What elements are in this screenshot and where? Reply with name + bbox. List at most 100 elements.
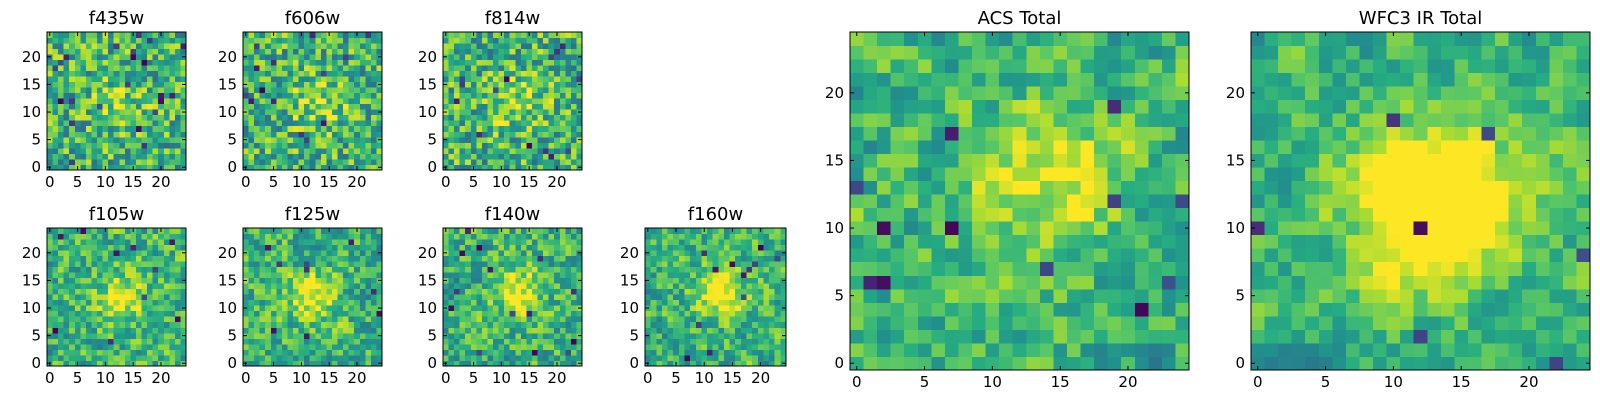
heatmap-cell (124, 305, 131, 312)
heatmap-cell (526, 244, 533, 251)
heatmap-cell (293, 65, 299, 72)
heatmap-cell (343, 98, 350, 105)
heatmap-cell (752, 360, 759, 367)
heatmap-cell (343, 114, 350, 121)
heatmap-cell (526, 70, 533, 77)
heatmap-cell (944, 153, 959, 168)
heatmap-cell (254, 43, 261, 49)
heatmap-cell (746, 244, 753, 251)
heatmap-cell (337, 92, 344, 99)
heatmap-cell (331, 283, 338, 290)
heatmap-cell (254, 109, 261, 116)
heatmap-cell (1039, 167, 1054, 182)
heatmap-cell (354, 244, 361, 251)
heatmap-cell (97, 43, 103, 49)
heatmap-cell (91, 255, 98, 262)
heatmap-cell (169, 310, 176, 317)
heatmap-cell (113, 244, 120, 251)
heatmap-cell (124, 360, 131, 367)
heatmap-cell (254, 92, 261, 99)
heatmap-cell (565, 310, 572, 317)
heatmap-cell (91, 87, 98, 94)
heatmap-cell (80, 158, 87, 165)
heatmap-cell (774, 354, 781, 361)
heatmap-cell (548, 305, 555, 312)
heatmap-cell (113, 349, 120, 356)
heatmap-cell (141, 54, 148, 60)
heatmap-cell (443, 255, 449, 262)
heatmap-cell (543, 343, 550, 350)
heatmap-cell (63, 87, 70, 94)
heatmap-cell (543, 332, 550, 339)
heatmap-cell (543, 288, 550, 295)
heatmap-cell (944, 288, 959, 303)
heatmap-cell (320, 114, 327, 121)
heatmap-cell (124, 76, 131, 83)
heatmap-cell (259, 288, 266, 295)
heatmap-cell (443, 316, 449, 323)
heatmap-cell (63, 343, 70, 350)
heatmap-cell (1039, 234, 1054, 249)
heatmap-cell (254, 114, 261, 121)
heatmap-cell (565, 349, 572, 356)
heatmap-cell (354, 321, 361, 328)
heatmap-cell (180, 299, 187, 306)
heatmap-cell (476, 54, 483, 60)
heatmap-cell (108, 360, 115, 367)
heatmap-cell (476, 354, 483, 361)
heatmap-cell (348, 98, 355, 105)
heatmap-cell (376, 294, 383, 301)
heatmap-cell (58, 261, 65, 268)
heatmap-cell (135, 65, 142, 72)
heatmap-cell (684, 277, 691, 284)
heatmap-cell (746, 294, 753, 301)
heatmap-cell (570, 125, 577, 132)
heatmap-cell (565, 92, 572, 99)
heatmap-cell (757, 294, 764, 301)
heatmap-cell (259, 349, 266, 356)
heatmap-cell (481, 228, 488, 234)
heatmap-cell (130, 299, 137, 306)
heatmap-cell (276, 98, 283, 105)
heatmap-cell (152, 349, 159, 356)
heatmap-cell (152, 120, 159, 127)
heatmap-cell (248, 327, 255, 334)
y-tick-label: 10 (418, 299, 437, 317)
heatmap-cell (270, 310, 277, 317)
heatmap-cell (287, 321, 294, 328)
heatmap-cell (85, 360, 92, 367)
heatmap-cell (476, 32, 483, 38)
heatmap-cell (69, 321, 76, 328)
heatmap-cell (465, 266, 472, 273)
heatmap-cell (526, 272, 533, 279)
heatmap-cell (554, 277, 561, 284)
heatmap-cell (169, 360, 176, 367)
heatmap-cell (735, 266, 742, 273)
heatmap-cell (331, 142, 338, 149)
heatmap-cell (370, 59, 377, 66)
heatmap-cell (331, 43, 338, 49)
heatmap-cell (515, 228, 522, 234)
heatmap-cell (565, 136, 572, 143)
heatmap-cell (559, 360, 566, 367)
heatmap-cell (69, 70, 76, 77)
heatmap-cell (370, 244, 377, 251)
heatmap-cell (119, 261, 126, 268)
heatmap-cell (476, 147, 483, 154)
heatmap-cell (52, 43, 59, 49)
heatmap-cell (163, 266, 170, 273)
heatmap-cell (723, 294, 730, 301)
heatmap-cell (102, 158, 109, 165)
heatmap-cell (548, 338, 555, 345)
heatmap-cell (276, 360, 283, 367)
heatmap-cell (537, 65, 544, 72)
heatmap-cell (130, 48, 137, 55)
heatmap-cell (543, 338, 550, 345)
heatmap-cell (735, 261, 742, 268)
heatmap-cell (673, 272, 680, 279)
heatmap-cell (265, 153, 272, 160)
heatmap-cell (354, 76, 361, 83)
heatmap-cell (254, 321, 261, 328)
heatmap-cell (376, 255, 383, 262)
heatmap-cell (287, 255, 294, 262)
